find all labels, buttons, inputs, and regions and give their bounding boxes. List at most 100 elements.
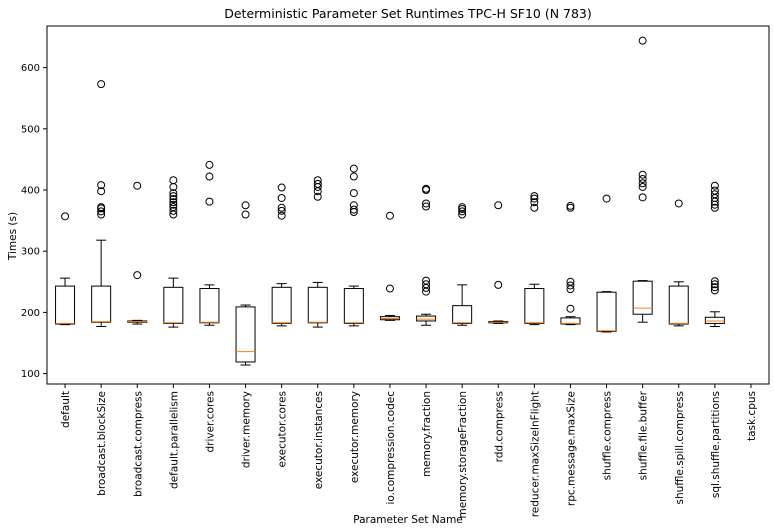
outlier-point <box>638 182 647 191</box>
outlier-point <box>638 193 647 202</box>
outlier-point <box>710 283 719 292</box>
outlier-point <box>385 284 394 293</box>
x-tick-label: shuffle.file.buffer <box>638 390 650 480</box>
outlier-point <box>638 179 647 188</box>
y-axis-label: Times (s) <box>7 212 19 261</box>
outlier-point <box>169 189 178 198</box>
outlier-point <box>241 201 250 210</box>
outlier-point <box>530 192 539 201</box>
outlier-point <box>710 286 719 295</box>
outlier-point <box>530 203 539 212</box>
outlier-point <box>313 179 322 188</box>
outlier-point <box>566 277 575 286</box>
outlier-point <box>241 210 250 219</box>
outlier-point <box>169 176 178 185</box>
outlier-point <box>169 192 178 201</box>
chart-title: Deterministic Parameter Set Runtimes TPC… <box>224 6 592 21</box>
box <box>271 286 292 324</box>
x-axis-label: Parameter Set Name <box>353 514 463 526</box>
outlier-point <box>710 181 719 190</box>
x-tick-label: shuffle.compress <box>602 391 614 480</box>
x-tick-label: io.compression.codec <box>385 391 397 505</box>
x-tick-label: shuffle.spill.compress <box>674 391 686 505</box>
outlier-point <box>638 170 647 179</box>
x-tick-label: rdd.compress <box>493 391 505 462</box>
y-tick-label: 100 <box>21 369 40 380</box>
x-tick-label: driver.cores <box>204 391 216 452</box>
outlier-point <box>169 206 178 215</box>
outlier-point <box>349 189 358 198</box>
outlier-point <box>710 190 719 199</box>
x-tick-label: reducer.maxSizeInFlight <box>529 391 541 517</box>
x-tick-label: default.parallelism <box>168 391 180 489</box>
box <box>163 286 184 324</box>
outlier-point <box>205 197 214 206</box>
outlier-point <box>422 202 431 211</box>
box <box>416 315 437 322</box>
outlier-point <box>566 281 575 290</box>
box <box>704 316 725 324</box>
outlier-point <box>97 187 106 196</box>
y-tick-label: 200 <box>21 308 40 319</box>
outlier-point <box>530 194 539 203</box>
plot-area: 100 200 300 400 500 600 default broadcast.block… <box>21 36 758 519</box>
outlier-point <box>710 277 719 286</box>
box <box>235 306 256 363</box>
outlier-point <box>277 193 286 202</box>
outlier-point <box>61 212 70 221</box>
box <box>307 286 328 324</box>
outlier-point <box>277 183 286 192</box>
box <box>199 288 220 324</box>
x-tick-label: executor.cores <box>277 391 289 468</box>
box <box>560 317 581 325</box>
x-tick-label: broadcast.compress <box>132 391 144 497</box>
plot-frame <box>46 25 770 385</box>
x-tick-label: executor.memory <box>349 391 361 483</box>
outlier-point <box>97 207 106 216</box>
outlier-point <box>169 200 178 209</box>
outlier-point <box>710 280 719 289</box>
outlier-point <box>422 199 431 208</box>
outlier-point <box>422 276 431 285</box>
box <box>668 285 689 325</box>
x-tick-label: memory.storageFraction <box>457 391 469 519</box>
outlier-point <box>602 194 611 203</box>
outlier-point <box>422 280 431 289</box>
outlier-point <box>566 201 575 210</box>
box <box>452 305 473 324</box>
y-tick-label: 600 <box>21 63 40 74</box>
outlier-point <box>422 184 431 193</box>
outlier-point <box>277 211 286 220</box>
box <box>524 288 545 324</box>
outlier-point <box>277 206 286 215</box>
x-tick-label: executor.instances <box>313 391 325 489</box>
outlier-point <box>349 172 358 181</box>
outlier-point <box>97 80 106 89</box>
outlier-point <box>97 181 106 190</box>
outlier-point <box>710 186 719 195</box>
y-tick-label: 300 <box>21 247 40 258</box>
outlier-point <box>494 280 503 289</box>
y-tick-label: 500 <box>21 124 40 135</box>
outlier-point <box>349 201 358 210</box>
outlier-point <box>313 176 322 185</box>
outlier-point <box>530 198 539 207</box>
outlier-point <box>638 36 647 45</box>
outlier-point <box>458 203 467 212</box>
box <box>632 280 653 315</box>
outlier-point <box>710 203 719 212</box>
box <box>343 288 364 324</box>
outlier-point <box>458 207 467 216</box>
outlier-point <box>169 195 178 204</box>
outlier-point <box>638 174 647 183</box>
box <box>91 285 112 323</box>
outlier-point <box>385 211 394 220</box>
outlier-point <box>566 304 575 313</box>
box <box>55 285 76 325</box>
outlier-point <box>494 201 503 210</box>
outlier-point <box>313 192 322 201</box>
outlier-point <box>205 160 214 169</box>
outlier-point <box>277 203 286 212</box>
x-tick-label: driver.memory <box>241 391 253 468</box>
